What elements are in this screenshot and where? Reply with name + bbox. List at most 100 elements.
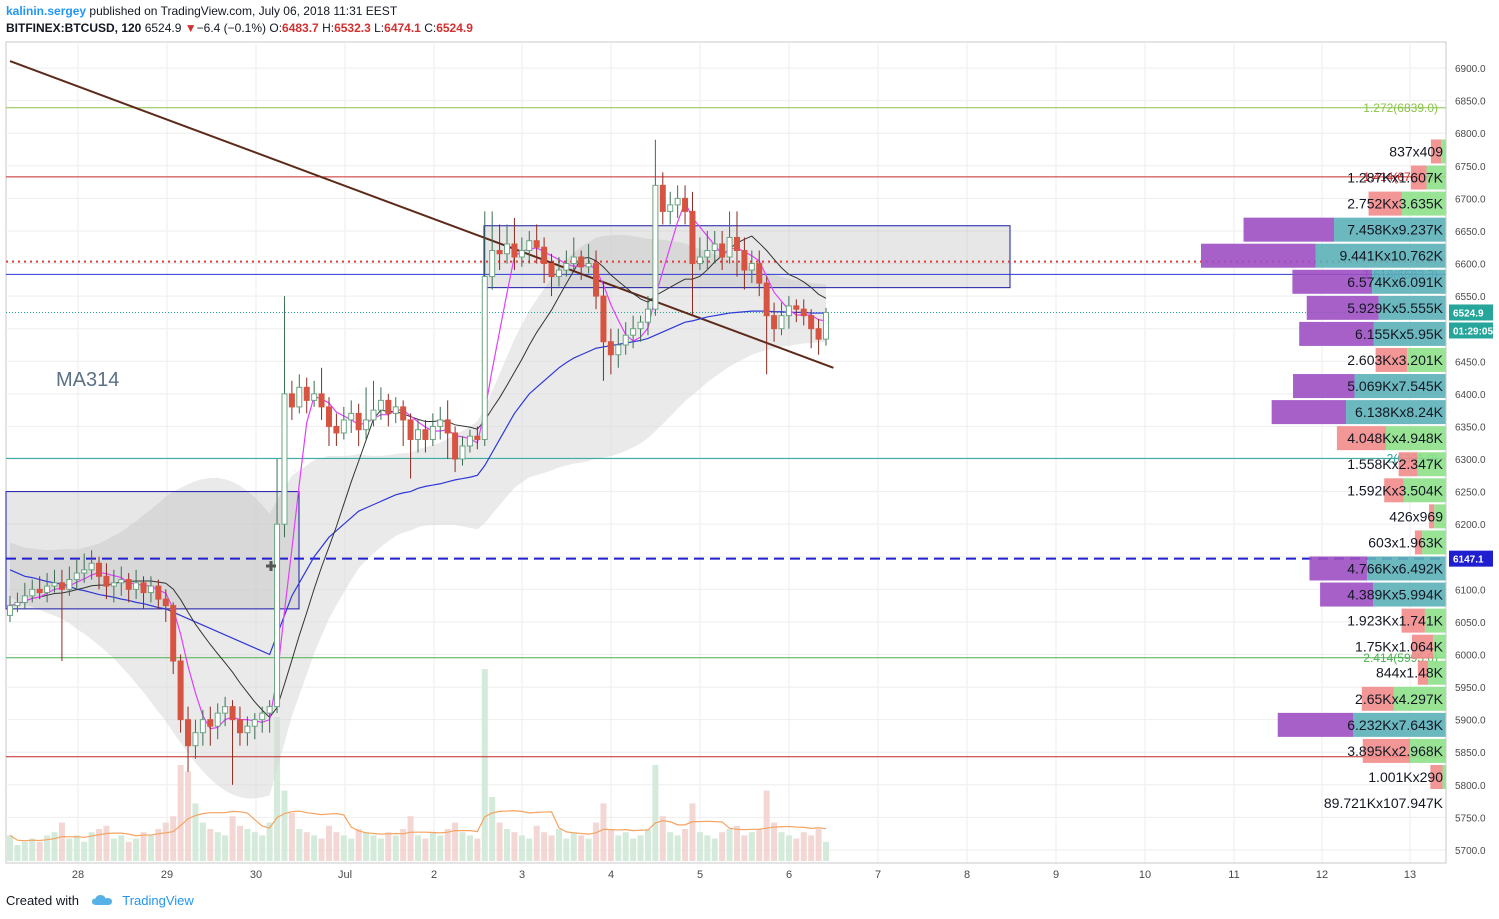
profile-bar-sell (1361, 686, 1394, 711)
y-tick-label: 6400.0 (1455, 390, 1486, 401)
candle-body (689, 210, 696, 265)
candle-body (36, 588, 43, 594)
candle (177, 654, 184, 733)
candle (667, 191, 674, 225)
candle-body (563, 263, 570, 271)
candle-body (504, 243, 511, 255)
x-tick-label: Jul (338, 869, 352, 881)
x-tick-label: 8 (964, 869, 970, 881)
x-tick-label: 7 (875, 869, 881, 881)
candle-body (311, 393, 318, 401)
level-label: 1.272(6839.0) (1363, 101, 1438, 115)
candle (199, 709, 206, 746)
created-with-text: Created with (6, 893, 79, 908)
volume-bar (726, 829, 733, 861)
profile-bar-buy (1385, 426, 1446, 451)
profile-label: 4.389Kx5.994K (1347, 587, 1443, 603)
candle (370, 380, 377, 427)
x-tick-label: 28 (72, 869, 84, 881)
candle-body (696, 256, 703, 265)
volume-bar (823, 841, 829, 861)
candle (652, 139, 659, 316)
candle (214, 703, 221, 740)
candle-body (377, 399, 384, 411)
candle-body (303, 386, 310, 401)
profile-bar-sell (1336, 426, 1386, 451)
x-tick-label: 4 (608, 869, 614, 881)
profile-bar-buy (1422, 530, 1446, 555)
volume-bar (607, 829, 614, 861)
published-text: published on TradingView.com, July 06, 2… (89, 4, 398, 18)
profile-bar-buy (1433, 634, 1446, 659)
profile-label: 1.287Kx1.607K (1347, 170, 1443, 186)
candle (303, 377, 310, 414)
profile-bar-buy (1417, 452, 1446, 477)
candle (125, 573, 132, 603)
level-price-tag: 6147.1 (1453, 555, 1484, 566)
volume-bar (800, 832, 807, 861)
candle-body (325, 406, 332, 427)
volume-bar (14, 845, 21, 861)
x-tick-label: 5 (697, 869, 703, 881)
volume-bar (73, 835, 80, 861)
x-tick-label: 9 (1053, 869, 1059, 881)
volume-bar (489, 797, 496, 861)
candle-body (207, 719, 214, 727)
candle-body (793, 305, 800, 310)
volume-bar (318, 838, 325, 861)
candle-body (726, 236, 733, 258)
volume-bar (244, 829, 251, 861)
y-tick-label: 6250.0 (1455, 488, 1486, 499)
author-link[interactable]: kalinin.sergey (6, 4, 87, 18)
candle (533, 224, 540, 264)
candle-body (73, 572, 80, 581)
candle-body (815, 328, 822, 340)
candle (185, 706, 192, 772)
crosshair-icon (266, 561, 276, 571)
profile-label: 4.766Kx6.492K (1347, 560, 1443, 576)
candle-body (511, 243, 518, 258)
volume-bar (274, 717, 281, 861)
profile-bar-sell (1384, 478, 1404, 503)
candle (800, 299, 807, 326)
volume-bar (118, 835, 125, 861)
profile-bar-buy (1353, 712, 1446, 737)
profile-bar-sell (1320, 582, 1374, 607)
candle (266, 700, 273, 733)
x-tick-label: 29 (161, 869, 173, 881)
candle (14, 592, 21, 613)
candle (66, 566, 73, 596)
volume-bar (147, 835, 154, 861)
symbol-label[interactable]: BITFINEX:BTCUSD, 120 (6, 21, 142, 35)
y-tick-label: 5850.0 (1455, 748, 1486, 759)
candle (333, 413, 340, 446)
candle (133, 569, 140, 600)
candle (118, 566, 125, 596)
high-value: 6532.3 (334, 21, 371, 35)
volume-bar (422, 838, 429, 861)
candle-body (823, 311, 829, 340)
candle (147, 576, 154, 603)
volume-bar (659, 816, 666, 861)
profile-label: 844x1.48K (1376, 665, 1444, 681)
candle (311, 380, 318, 407)
candle (644, 296, 651, 336)
candle-body (155, 585, 162, 600)
candle (481, 211, 488, 446)
tradingview-link[interactable]: TradingView (122, 893, 194, 908)
candle-body (741, 250, 748, 271)
candle (288, 380, 295, 420)
volume-bar (400, 829, 407, 861)
profile-bar-sell (1375, 347, 1408, 372)
profile-bar-sell (1362, 738, 1411, 763)
profile-bar-buy (1410, 738, 1446, 763)
last-price: 6524.9 (144, 21, 182, 35)
volume-bar (236, 825, 243, 861)
candle-body (466, 435, 473, 447)
volume-bar (696, 832, 703, 861)
profile-bar-sell (1414, 530, 1423, 555)
candle (555, 257, 562, 287)
candle (600, 283, 607, 381)
x-tick-label: 13 (1404, 869, 1416, 881)
